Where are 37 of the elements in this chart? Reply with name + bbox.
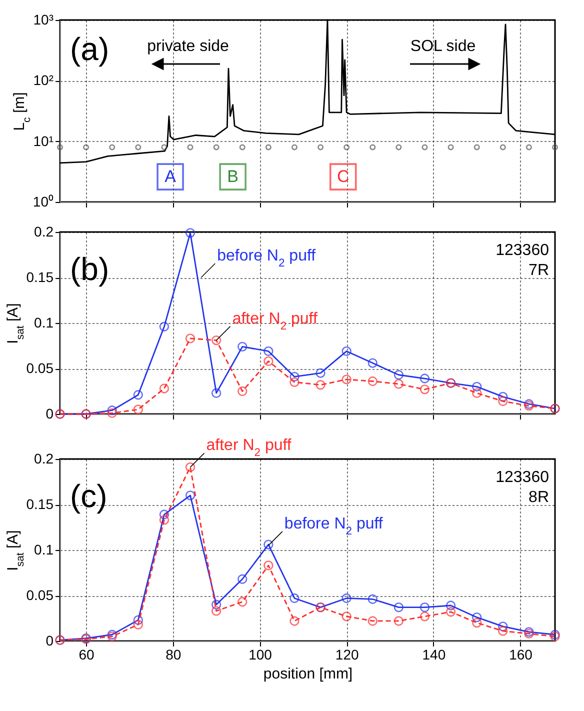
- annotation: private side: [147, 38, 230, 55]
- annotation: 7R: [528, 262, 549, 279]
- y-tick-label: 0.05: [26, 587, 54, 603]
- annotation: C: [336, 166, 350, 186]
- annotation: 123360: [496, 242, 550, 259]
- x-tick-label: 160: [509, 646, 533, 662]
- x-tick-label: 120: [335, 646, 359, 662]
- y-tick-label: 10³: [33, 12, 54, 28]
- y-tick-label: 0.1: [34, 314, 54, 330]
- annotation: (a): [70, 31, 110, 67]
- annotation: B: [227, 166, 238, 186]
- y-tick-label: 10²: [33, 72, 54, 88]
- annotation: (c): [70, 478, 108, 514]
- y-tick-label: 0: [46, 406, 54, 422]
- x-tick-label: 60: [78, 646, 95, 662]
- x-axis-title: position [mm]: [263, 666, 353, 682]
- x-tick-label: 100: [248, 646, 272, 662]
- annotation: 123360: [496, 469, 550, 486]
- y-tick-label: 10¹: [33, 132, 54, 149]
- y-tick-label: 0: [46, 632, 54, 648]
- annotation: SOL side: [410, 38, 476, 55]
- annotation: (b): [70, 251, 110, 287]
- x-tick-label: 80: [166, 646, 182, 662]
- y-tick-label: 0.1: [34, 542, 54, 558]
- annotation: before N$_{2}$ puff: [217, 248, 316, 270]
- annotation: A: [164, 166, 177, 186]
- y-tick-label: 10⁰: [32, 194, 54, 210]
- y-tick-label: 0.2: [34, 450, 54, 466]
- annotation: after N$_{2}$ puff: [206, 437, 292, 460]
- annotation: before N$_{2}$ puff: [284, 515, 384, 538]
- y-tick-label: 0.05: [26, 360, 54, 376]
- y-tick-label: 0.15: [26, 269, 54, 285]
- y-tick-label: 0.15: [26, 496, 54, 512]
- y-tick-label: 0.2: [34, 224, 54, 240]
- x-tick-label: 140: [422, 646, 446, 662]
- annotation: 8R: [528, 489, 549, 506]
- annotation: after N$_{2}$ puff: [232, 310, 318, 332]
